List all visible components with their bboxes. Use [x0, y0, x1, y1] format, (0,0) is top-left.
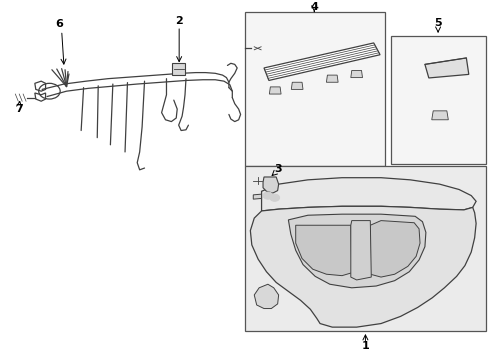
Bar	[245, 12, 384, 166]
Polygon shape	[253, 194, 261, 199]
Polygon shape	[326, 75, 337, 82]
Polygon shape	[295, 225, 351, 276]
Text: 4: 4	[310, 2, 318, 12]
Polygon shape	[263, 177, 278, 193]
Polygon shape	[254, 284, 278, 309]
Polygon shape	[350, 221, 370, 280]
Polygon shape	[250, 206, 475, 327]
Text: 7: 7	[15, 104, 23, 114]
Text: 5: 5	[433, 18, 441, 28]
Bar	[390, 36, 485, 165]
Circle shape	[269, 194, 279, 201]
Text: 6: 6	[55, 19, 63, 29]
Polygon shape	[264, 43, 379, 81]
Polygon shape	[350, 71, 362, 78]
Bar	[245, 166, 485, 331]
Polygon shape	[291, 82, 303, 89]
Polygon shape	[261, 178, 475, 211]
Polygon shape	[369, 221, 419, 277]
Text: 3: 3	[273, 164, 281, 174]
Circle shape	[263, 192, 272, 199]
Polygon shape	[431, 111, 447, 120]
Polygon shape	[269, 87, 281, 94]
Text: 2: 2	[175, 17, 183, 27]
Text: 1: 1	[361, 341, 368, 351]
Polygon shape	[424, 58, 468, 78]
Polygon shape	[171, 63, 185, 75]
Polygon shape	[288, 214, 425, 288]
